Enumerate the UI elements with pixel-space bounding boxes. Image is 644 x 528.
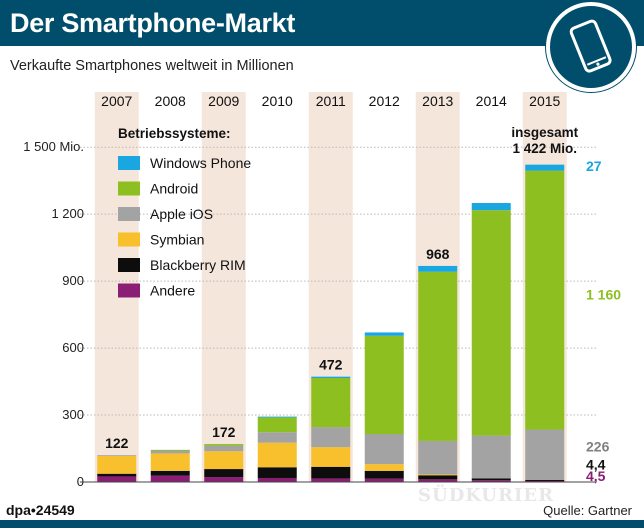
legend-label: Android — [150, 181, 198, 197]
bar-segment — [364, 434, 404, 465]
total-2015-label-line1: insgesamt — [511, 125, 578, 140]
bar-segment — [418, 265, 458, 272]
bar-segment — [97, 473, 137, 477]
y-tick-label: 600 — [62, 340, 84, 355]
bar-segment — [150, 449, 190, 451]
x-tick-label: 2012 — [369, 93, 400, 109]
legend-swatch — [118, 207, 140, 221]
x-tick-label: 2007 — [101, 93, 132, 109]
smartphone-icon — [546, 2, 636, 92]
agency-credit: dpa•24549 — [6, 502, 75, 518]
bar-total-label: 472 — [319, 357, 343, 373]
bar-segment — [364, 332, 404, 336]
legend-label: Blackberry RIM — [150, 257, 246, 273]
bar-segment — [418, 475, 458, 480]
bar-segment — [418, 271, 458, 441]
watermark: SÜDKURIER — [418, 485, 555, 506]
bar-segment — [311, 377, 351, 428]
bar-segment — [418, 474, 458, 476]
bottom-bar — [0, 520, 644, 528]
bar-segment — [364, 464, 404, 471]
bar-segment — [311, 427, 351, 448]
legend-swatch — [118, 283, 140, 298]
legend-swatch — [118, 181, 140, 196]
source-credit: Quelle: Gartner — [543, 503, 632, 518]
bar-segment — [525, 480, 565, 481]
series-value-label: 1 160 — [586, 287, 621, 303]
bar-segment — [204, 451, 244, 470]
x-tick-label: 2010 — [262, 93, 293, 109]
bar-segment — [204, 445, 244, 452]
bar-segment — [471, 478, 511, 481]
chart-subtitle: Verkaufte Smartphones weltweit in Millio… — [10, 58, 294, 74]
bar-segment — [364, 478, 404, 482]
bar-segment — [150, 453, 190, 471]
chart-title: Der Smartphone-Markt — [10, 7, 296, 38]
bar-total-label: 122 — [105, 435, 129, 451]
bar-segment — [204, 469, 244, 478]
x-tick-label: 2011 — [316, 93, 346, 109]
bar-segment — [150, 470, 190, 476]
bar-segment — [257, 467, 297, 478]
legend-swatch — [118, 156, 140, 170]
bar-segment — [257, 416, 297, 418]
bar-total-label: 172 — [212, 424, 236, 440]
bar-segment — [257, 432, 297, 443]
legend-title: Betriebssysteme: — [118, 126, 231, 141]
bar-segment — [311, 376, 351, 378]
bar-segment — [364, 335, 404, 435]
series-value-label: 4,4 — [586, 457, 606, 473]
bar-segment — [471, 210, 511, 436]
column-band — [201, 92, 246, 482]
legend-swatch — [118, 232, 140, 247]
bar-segment — [311, 466, 351, 479]
y-tick-label: 900 — [62, 273, 84, 288]
x-tick-label: 2013 — [422, 93, 453, 109]
series-value-label: 27 — [586, 158, 602, 174]
bar-total-label: 968 — [426, 246, 450, 262]
bar-segment — [204, 477, 244, 482]
y-tick-label: 1 200 — [51, 206, 84, 221]
x-tick-label: 2008 — [155, 93, 186, 109]
y-tick-label: 1 500 Mio. — [23, 139, 84, 154]
bar-segment — [257, 442, 297, 468]
bar-segment — [257, 417, 297, 433]
bar-segment — [311, 447, 351, 467]
x-tick-label: 2014 — [476, 93, 507, 109]
bar-segment — [418, 440, 458, 475]
bar-segment — [257, 477, 297, 482]
y-tick-label: 300 — [62, 407, 84, 422]
bar-segment — [471, 480, 511, 482]
bar-segment — [150, 450, 190, 454]
legend-label: Windows Phone — [150, 155, 251, 171]
title-bar: Der Smartphone-Markt — [0, 0, 644, 46]
bar-segment — [97, 455, 137, 474]
total-2015-label-line2: 1 422 Mio. — [512, 141, 577, 156]
bar-segment — [525, 429, 565, 481]
series-value-label: 4,5 — [586, 468, 606, 484]
bar-segment — [471, 435, 511, 479]
bar-segment — [525, 170, 565, 430]
bar-segment — [471, 203, 511, 211]
bar-segment — [150, 475, 190, 482]
bar-segment — [418, 479, 458, 482]
bar-segment — [97, 476, 137, 482]
bar-segment — [311, 478, 351, 482]
bar-segment — [525, 164, 565, 171]
bar-segment — [204, 444, 244, 446]
series-value-label: 226 — [586, 438, 610, 454]
bar-segment — [97, 455, 137, 457]
legend-label: Symbian — [150, 232, 204, 248]
legend-label: Andere — [150, 283, 195, 299]
legend-label: Apple iOS — [150, 206, 213, 222]
bar-segment — [364, 470, 404, 479]
x-tick-label: 2015 — [529, 93, 560, 109]
bar-segment — [525, 480, 565, 482]
x-tick-label: 2009 — [208, 93, 239, 109]
legend-swatch — [118, 258, 140, 272]
smartphone-glyph — [569, 19, 612, 73]
